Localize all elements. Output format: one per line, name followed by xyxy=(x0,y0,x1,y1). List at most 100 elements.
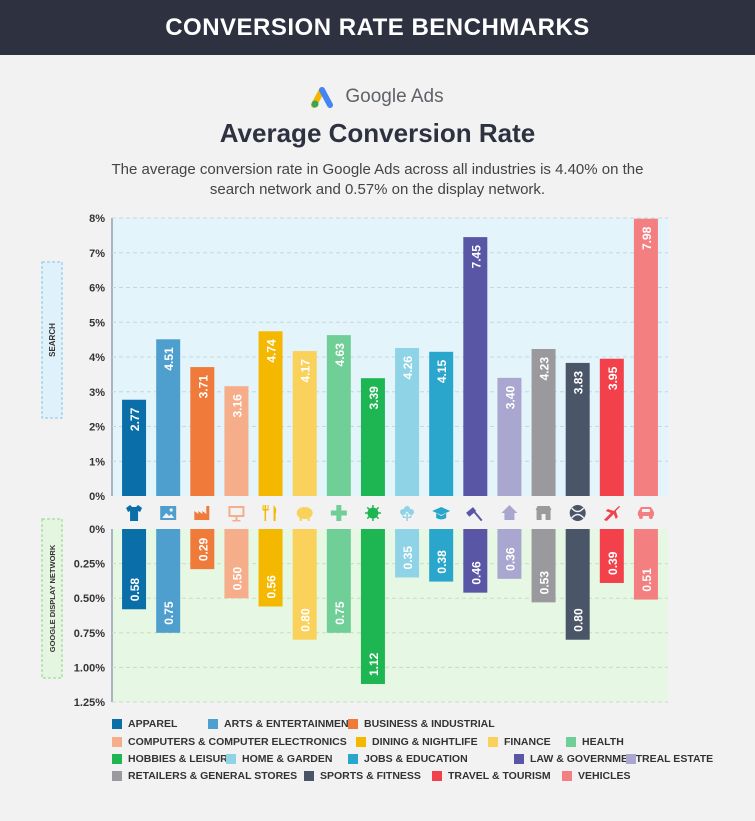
legend-item: RETAILERS & GENERAL STORES xyxy=(112,770,297,782)
legend-item: JOBS & EDUCATION xyxy=(348,753,468,765)
display-bar xyxy=(292,529,317,640)
display-bar xyxy=(497,529,522,579)
search-bar xyxy=(429,351,454,496)
search-bar xyxy=(395,347,420,496)
search-bar xyxy=(463,237,488,497)
legend-item: HOME & GARDEN xyxy=(226,753,332,765)
flower-icon xyxy=(400,506,415,521)
utensils-icon xyxy=(262,505,277,521)
display-section-label: GOOGLE DISPLAY NETWORK xyxy=(48,544,57,652)
display-value-label: 0.51 xyxy=(640,568,654,592)
search-bar xyxy=(156,339,181,496)
legend-item: BUSINESS & INDUSTRIAL xyxy=(348,718,495,730)
legend-label: JOBS & EDUCATION xyxy=(364,753,468,765)
legend-item: DINING & NIGHTLIFE xyxy=(356,736,478,748)
search-value-label: 7.98 xyxy=(640,226,654,250)
search-bar xyxy=(224,386,249,496)
search-value-label: 3.71 xyxy=(196,375,210,399)
display-bar xyxy=(326,529,351,633)
legend-label: LAW & GOVERNMENT xyxy=(530,753,642,765)
legend-swatch xyxy=(348,754,358,764)
search-tick-label: 7% xyxy=(89,248,105,260)
display-tick-label: 0.50% xyxy=(74,593,105,605)
store-icon xyxy=(535,506,552,520)
search-bar xyxy=(258,331,283,496)
brand-name: Google Ads xyxy=(345,86,444,107)
search-value-label: 4.63 xyxy=(333,343,347,367)
legend-swatch xyxy=(514,754,524,764)
legend-swatch xyxy=(112,771,122,781)
image-icon xyxy=(160,506,177,520)
legend-swatch xyxy=(226,754,236,764)
search-value-label: 3.39 xyxy=(367,386,381,410)
search-section-badge xyxy=(41,261,63,419)
search-value-label: 3.95 xyxy=(606,366,620,390)
shirt-icon xyxy=(126,505,143,521)
display-section-badge xyxy=(41,518,63,679)
search-tick-label: 3% xyxy=(89,387,105,399)
legend-label: SPORTS & FITNESS xyxy=(320,770,421,782)
display-tick-label: 0.25% xyxy=(74,559,105,571)
display-value-label: 0.75 xyxy=(333,601,347,625)
display-value-label: 0.35 xyxy=(401,546,415,570)
gavel-icon xyxy=(466,507,483,522)
legend-item: LAW & GOVERNMENT xyxy=(514,753,642,765)
display-value-label: 0.29 xyxy=(196,537,210,561)
legend-label: VEHICLES xyxy=(578,770,631,782)
search-value-label: 4.26 xyxy=(401,356,415,380)
search-bar xyxy=(292,351,317,496)
search-bar xyxy=(599,358,624,496)
legend-swatch xyxy=(348,719,358,729)
plus-icon xyxy=(330,505,347,521)
display-bar xyxy=(599,529,624,583)
legend-label: COMPUTERS & COMPUTER ELECTRONICS xyxy=(128,736,347,748)
search-bar xyxy=(122,399,147,496)
legend-item: REAL ESTATE xyxy=(626,753,713,765)
search-value-label: 4.74 xyxy=(265,339,279,363)
search-tick-label: 2% xyxy=(89,422,105,434)
display-value-label: 1.12 xyxy=(367,652,381,676)
display-bar xyxy=(633,529,658,600)
legend-item: SPORTS & FITNESS xyxy=(304,770,421,782)
display-value-label: 0.50 xyxy=(230,567,244,591)
legend-item: FINANCE xyxy=(488,736,551,748)
legend-label: DINING & NIGHTLIFE xyxy=(372,736,478,748)
search-tick-label: 8% xyxy=(89,213,105,225)
search-tick-label: 1% xyxy=(89,456,105,468)
legend-item: ARTS & ENTERTAINMENT xyxy=(208,718,355,730)
display-value-label: 0.80 xyxy=(299,608,313,632)
display-value-label: 0.36 xyxy=(503,547,517,571)
chart-subtitle: The average conversion rate in Google Ad… xyxy=(111,161,644,198)
display-value-label: 0.46 xyxy=(469,561,483,585)
legend-swatch xyxy=(112,737,122,747)
search-value-label: 4.17 xyxy=(299,359,313,383)
display-bar xyxy=(395,529,420,578)
display-bar xyxy=(190,529,215,570)
display-value-label: 0.58 xyxy=(128,578,142,602)
legend-label: BUSINESS & INDUSTRIAL xyxy=(364,718,495,730)
graduation-cap-icon xyxy=(432,507,451,520)
legend-label: HOME & GARDEN xyxy=(242,753,333,765)
legend-swatch xyxy=(112,754,122,764)
display-bar xyxy=(565,529,590,640)
search-section-label: SEARCH xyxy=(48,323,57,357)
piggy-bank-icon xyxy=(296,507,313,521)
legend-swatch xyxy=(566,737,576,747)
display-bar xyxy=(122,529,147,610)
search-bar xyxy=(633,218,658,496)
chart-heading: Average Conversion Rate xyxy=(219,118,536,148)
display-value-label: 0.75 xyxy=(162,601,176,625)
display-tick-label: 0% xyxy=(89,524,105,536)
google-ads-brand: Google Ads xyxy=(0,86,755,108)
legend-label: HOBBIES & LEISURE xyxy=(128,753,235,765)
legend-label: APPAREL xyxy=(128,718,178,730)
legend-swatch xyxy=(356,737,366,747)
legend-swatch xyxy=(112,719,122,729)
display-value-label: 0.39 xyxy=(606,551,620,575)
legend-swatch xyxy=(432,771,442,781)
legend-swatch xyxy=(626,754,636,764)
monitor-icon xyxy=(228,506,245,522)
display-value-label: 0.56 xyxy=(265,575,279,599)
display-bar xyxy=(531,529,556,603)
display-bar xyxy=(429,529,454,582)
